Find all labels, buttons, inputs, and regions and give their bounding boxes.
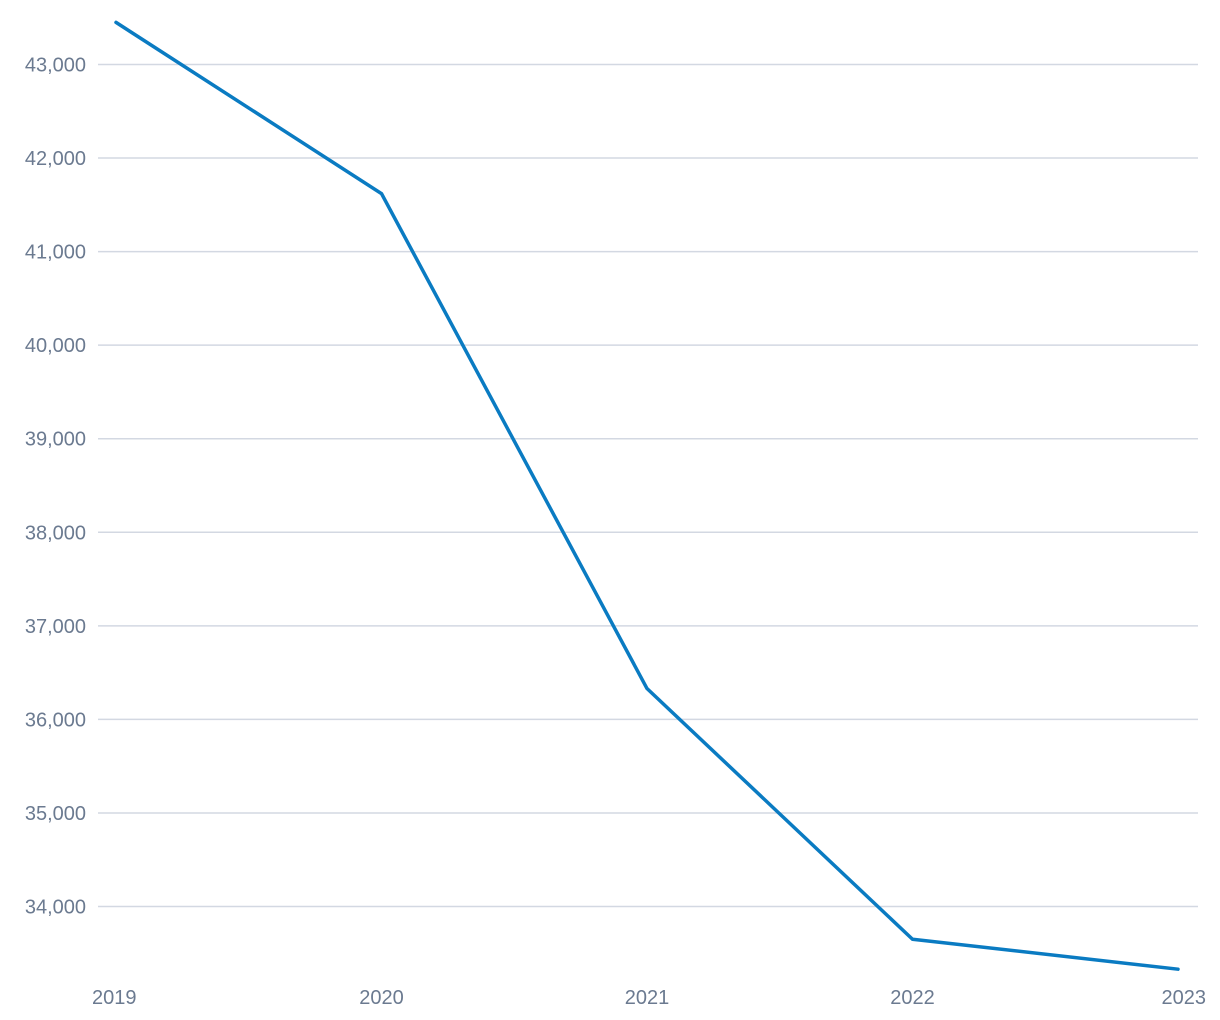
y-tick-label: 42,000 xyxy=(25,148,86,170)
y-axis-tick-labels: 34,000 35,000 36,000 37,000 38,000 39,000 40,0… xyxy=(25,55,86,919)
x-tick-label: 2022 xyxy=(890,987,935,1009)
y-tick-label: 35,000 xyxy=(25,803,86,825)
y-tick-label: 39,000 xyxy=(25,429,86,451)
x-tick-label: 2021 xyxy=(625,987,670,1009)
y-tick-label: 41,000 xyxy=(25,242,86,264)
y-tick-label: 36,000 xyxy=(25,709,86,731)
series-line-0 xyxy=(114,20,1180,971)
gridlines xyxy=(98,63,1198,908)
y-tick-label: 37,000 xyxy=(25,616,86,638)
y-tick-label: 34,000 xyxy=(25,897,86,919)
y-tick-label: 38,000 xyxy=(25,522,86,544)
series-layer xyxy=(114,20,1180,971)
x-axis-tick-labels: 2019 2020 2021 2022 2023 xyxy=(92,987,1206,1009)
x-tick-label: 2023 xyxy=(1162,987,1207,1009)
x-tick-label: 2020 xyxy=(359,987,404,1009)
y-tick-label: 43,000 xyxy=(25,55,86,77)
y-tick-label: 40,000 xyxy=(25,335,86,357)
x-tick-label: 2019 xyxy=(92,987,137,1009)
